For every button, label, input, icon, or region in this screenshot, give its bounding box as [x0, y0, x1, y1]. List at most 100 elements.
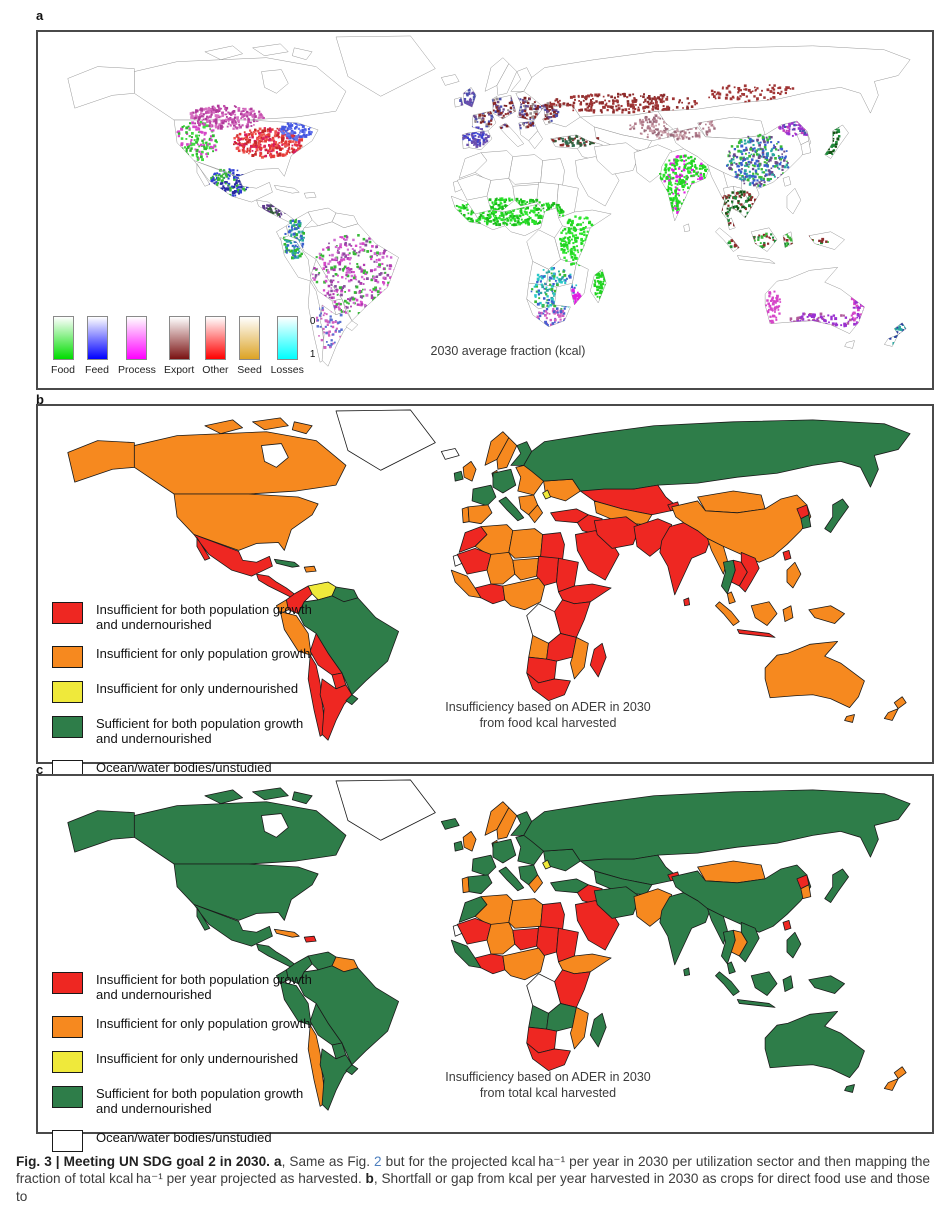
legend-label: Other	[202, 364, 228, 376]
legend-item: Ocean/water bodies/unstudied	[52, 1130, 382, 1152]
region-nz	[884, 697, 906, 721]
region-cuba	[274, 559, 299, 567]
legend-label: Insufficient for only undernourished	[96, 1051, 298, 1067]
region-alaska	[68, 811, 135, 853]
region-wafrmid	[475, 584, 505, 604]
legend-item: Insufficient for only undernourished	[52, 681, 382, 703]
region-ireland	[454, 471, 463, 481]
legend-label: Feed	[85, 364, 109, 376]
region-malaypen	[727, 592, 735, 604]
region-russia	[524, 790, 910, 865]
region-niger	[513, 558, 539, 580]
panel-c-map-caption: Insufficiency based on ADER in 2030 from…	[368, 1070, 728, 1101]
region-japan	[825, 499, 849, 533]
legend-col-seed: Seed	[237, 316, 263, 376]
seed-gradient-bar	[239, 316, 260, 360]
region-borneo	[751, 972, 777, 996]
legend-swatch-green	[52, 716, 83, 738]
region-philippines	[787, 562, 801, 588]
caption-text-segment: , Same as Fig.	[282, 1154, 374, 1169]
feed-gradient-bar	[87, 316, 108, 360]
panel-a-map-caption: 2030 average fraction (kcal)	[338, 344, 678, 360]
legend-swatch-red	[52, 602, 83, 624]
caption-line1: Insufficiency based on ADER in 2030	[368, 700, 728, 716]
caption-line2: from food kcal harvested	[368, 716, 728, 732]
region-nz	[884, 1067, 906, 1091]
other-gradient-bar	[205, 316, 226, 360]
region-spain	[468, 875, 492, 894]
region-newguinea	[809, 606, 845, 624]
region-taiwan	[783, 550, 791, 560]
legend-label: Insufficient for only population growth	[96, 1016, 310, 1032]
legend-item: Insufficient for only population growth	[52, 1016, 382, 1038]
region-tasmania	[845, 715, 855, 723]
region-java	[737, 629, 775, 637]
scale-zero: 0	[310, 316, 316, 327]
legend-swatch-green	[52, 1086, 83, 1108]
legend-col-losses: Losses	[271, 316, 304, 376]
region-mauritania	[457, 918, 491, 944]
region-wafrwest	[451, 570, 481, 598]
caption-text-segment: Fig. 3 | Meeting UN SDG goal 2 in 2030.	[16, 1154, 274, 1169]
region-philippines	[787, 932, 801, 958]
region-newguinea	[809, 976, 845, 994]
region-wafrmid	[475, 954, 505, 974]
legend-swatch-yellow	[52, 681, 83, 703]
legend-swatch-yellow	[52, 1051, 83, 1073]
region-hispaniola	[304, 936, 316, 942]
region-uk	[463, 461, 476, 481]
region-usa	[174, 864, 318, 920]
region-srilanka	[684, 968, 690, 976]
region-madagascar	[590, 643, 606, 677]
legend-col-process: Process	[118, 316, 156, 376]
region-java	[737, 999, 775, 1007]
legend-label: Ocean/water bodies/unstudied	[96, 1130, 272, 1146]
caption-line1: Insufficiency based on ADER in 2030	[368, 1070, 728, 1086]
region-borneo	[751, 602, 777, 626]
legend-label: Seed	[237, 364, 262, 376]
region-wafrwest	[451, 940, 481, 968]
legend-col-other: Other	[202, 316, 228, 376]
region-taiwan	[783, 920, 791, 930]
region-canada	[134, 432, 346, 494]
region-france	[472, 485, 496, 506]
region-uk	[463, 831, 476, 851]
region-libya	[509, 899, 543, 929]
legend-label: Insufficient for only population growth	[96, 646, 310, 662]
region-spain	[468, 505, 492, 524]
legend-label: Insufficient for only undernourished	[96, 681, 298, 697]
region-sulawesi	[783, 606, 793, 622]
region-canada	[134, 802, 346, 864]
figure-2-link[interactable]: 2	[374, 1154, 382, 1169]
region-japan	[825, 869, 849, 903]
legend-col-export: Export	[164, 316, 194, 376]
legend-col-food: Food	[50, 316, 76, 376]
region-hispaniola	[304, 566, 316, 572]
legend-label: Food	[51, 364, 75, 376]
region-france	[472, 855, 496, 876]
region-mali	[487, 922, 515, 954]
region-sulawesi	[783, 976, 793, 992]
region-germany	[493, 469, 516, 493]
region-sumatra	[715, 972, 739, 996]
legend-label: Export	[164, 364, 194, 376]
panel-b-map-caption: Insufficiency based on ADER in 2030 from…	[368, 700, 728, 731]
process-gradient-bar	[126, 316, 147, 360]
legend-swatch-red	[52, 972, 83, 994]
region-mongolia	[698, 861, 766, 883]
region-iceland	[441, 819, 459, 830]
legend-item: Insufficient for only population growth	[52, 646, 382, 668]
legend-swatch-white	[52, 1130, 83, 1152]
region-australia	[765, 641, 864, 707]
region-malaypen	[727, 962, 735, 974]
